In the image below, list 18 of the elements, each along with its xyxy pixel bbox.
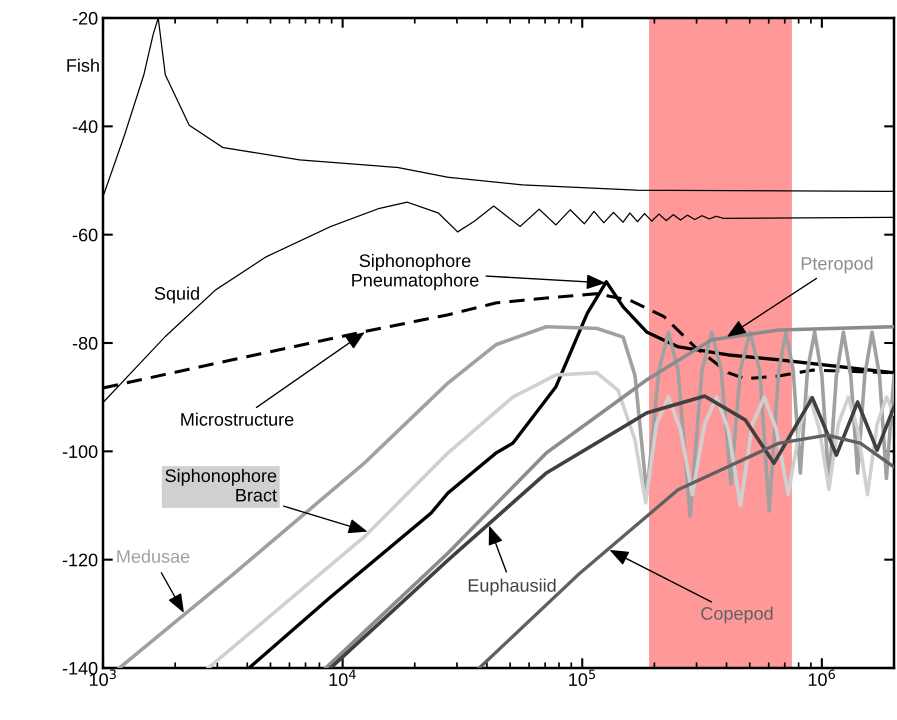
y-tick-label: -80 — [72, 336, 98, 350]
x-tick-label: 10$^{6}$ — [808, 670, 835, 686]
y-tick-label: -60 — [72, 228, 98, 242]
y-tick-label: -100 — [62, 445, 98, 458]
series-label: Squid — [154, 286, 199, 304]
y-tick-label: -120 — [62, 554, 98, 566]
text: Siphonophore Pneumatophore — [352, 254, 478, 290]
text: Medusae — [117, 550, 190, 563]
text: Microstructure — [181, 412, 294, 426]
text: Fish — [67, 58, 99, 72]
y-tick-label: -20 — [72, 12, 98, 25]
text: Copepod — [701, 606, 772, 624]
y-tick-label: -40 — [72, 120, 98, 134]
x-tick-label: 10$^{5}$ — [569, 670, 595, 686]
series-label: Euphausiid — [468, 578, 556, 596]
text: Siphonophore Bract — [165, 468, 277, 502]
x-tick-label: 10$^{4}$ — [330, 670, 356, 686]
text: Pteropod — [802, 256, 872, 274]
